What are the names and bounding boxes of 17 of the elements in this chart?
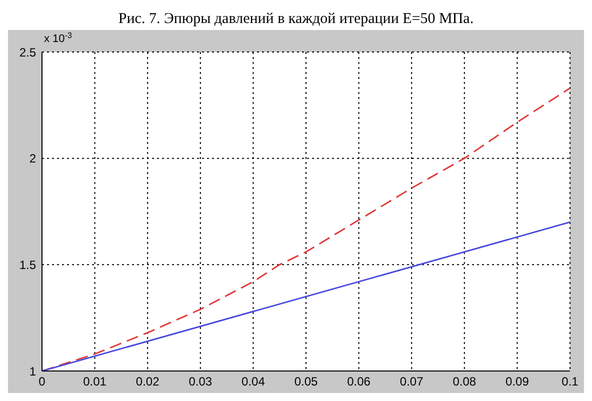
chart-title: Рис. 7. Эпюры давлений в каждой итерации E=50 МПа. [117,10,475,29]
x-tick-label: 0.02 [136,374,160,389]
x-tick-label: 0.09 [506,374,530,389]
x-tick-label: 0 [38,374,46,389]
x-tick-label: 0.04 [242,374,266,389]
x-tick-label: 0.1 [562,374,579,389]
x-tick-label: 0.06 [347,374,371,389]
y-tick-label: 2.5 [19,45,36,60]
y-tick-label: 1.5 [19,258,36,272]
x-tick-label: 0.01 [83,374,107,389]
text: x 10$^{-3}$ [44,30,72,45]
x-tick-label: 0.08 [452,374,476,389]
x-tick-label: 0.07 [400,374,424,389]
x-tick-label: 0.03 [188,374,212,389]
y-tick-label: 2 [29,152,36,166]
y-tick-label: 1 [29,364,36,378]
x-tick-label: 0.05 [294,374,318,389]
